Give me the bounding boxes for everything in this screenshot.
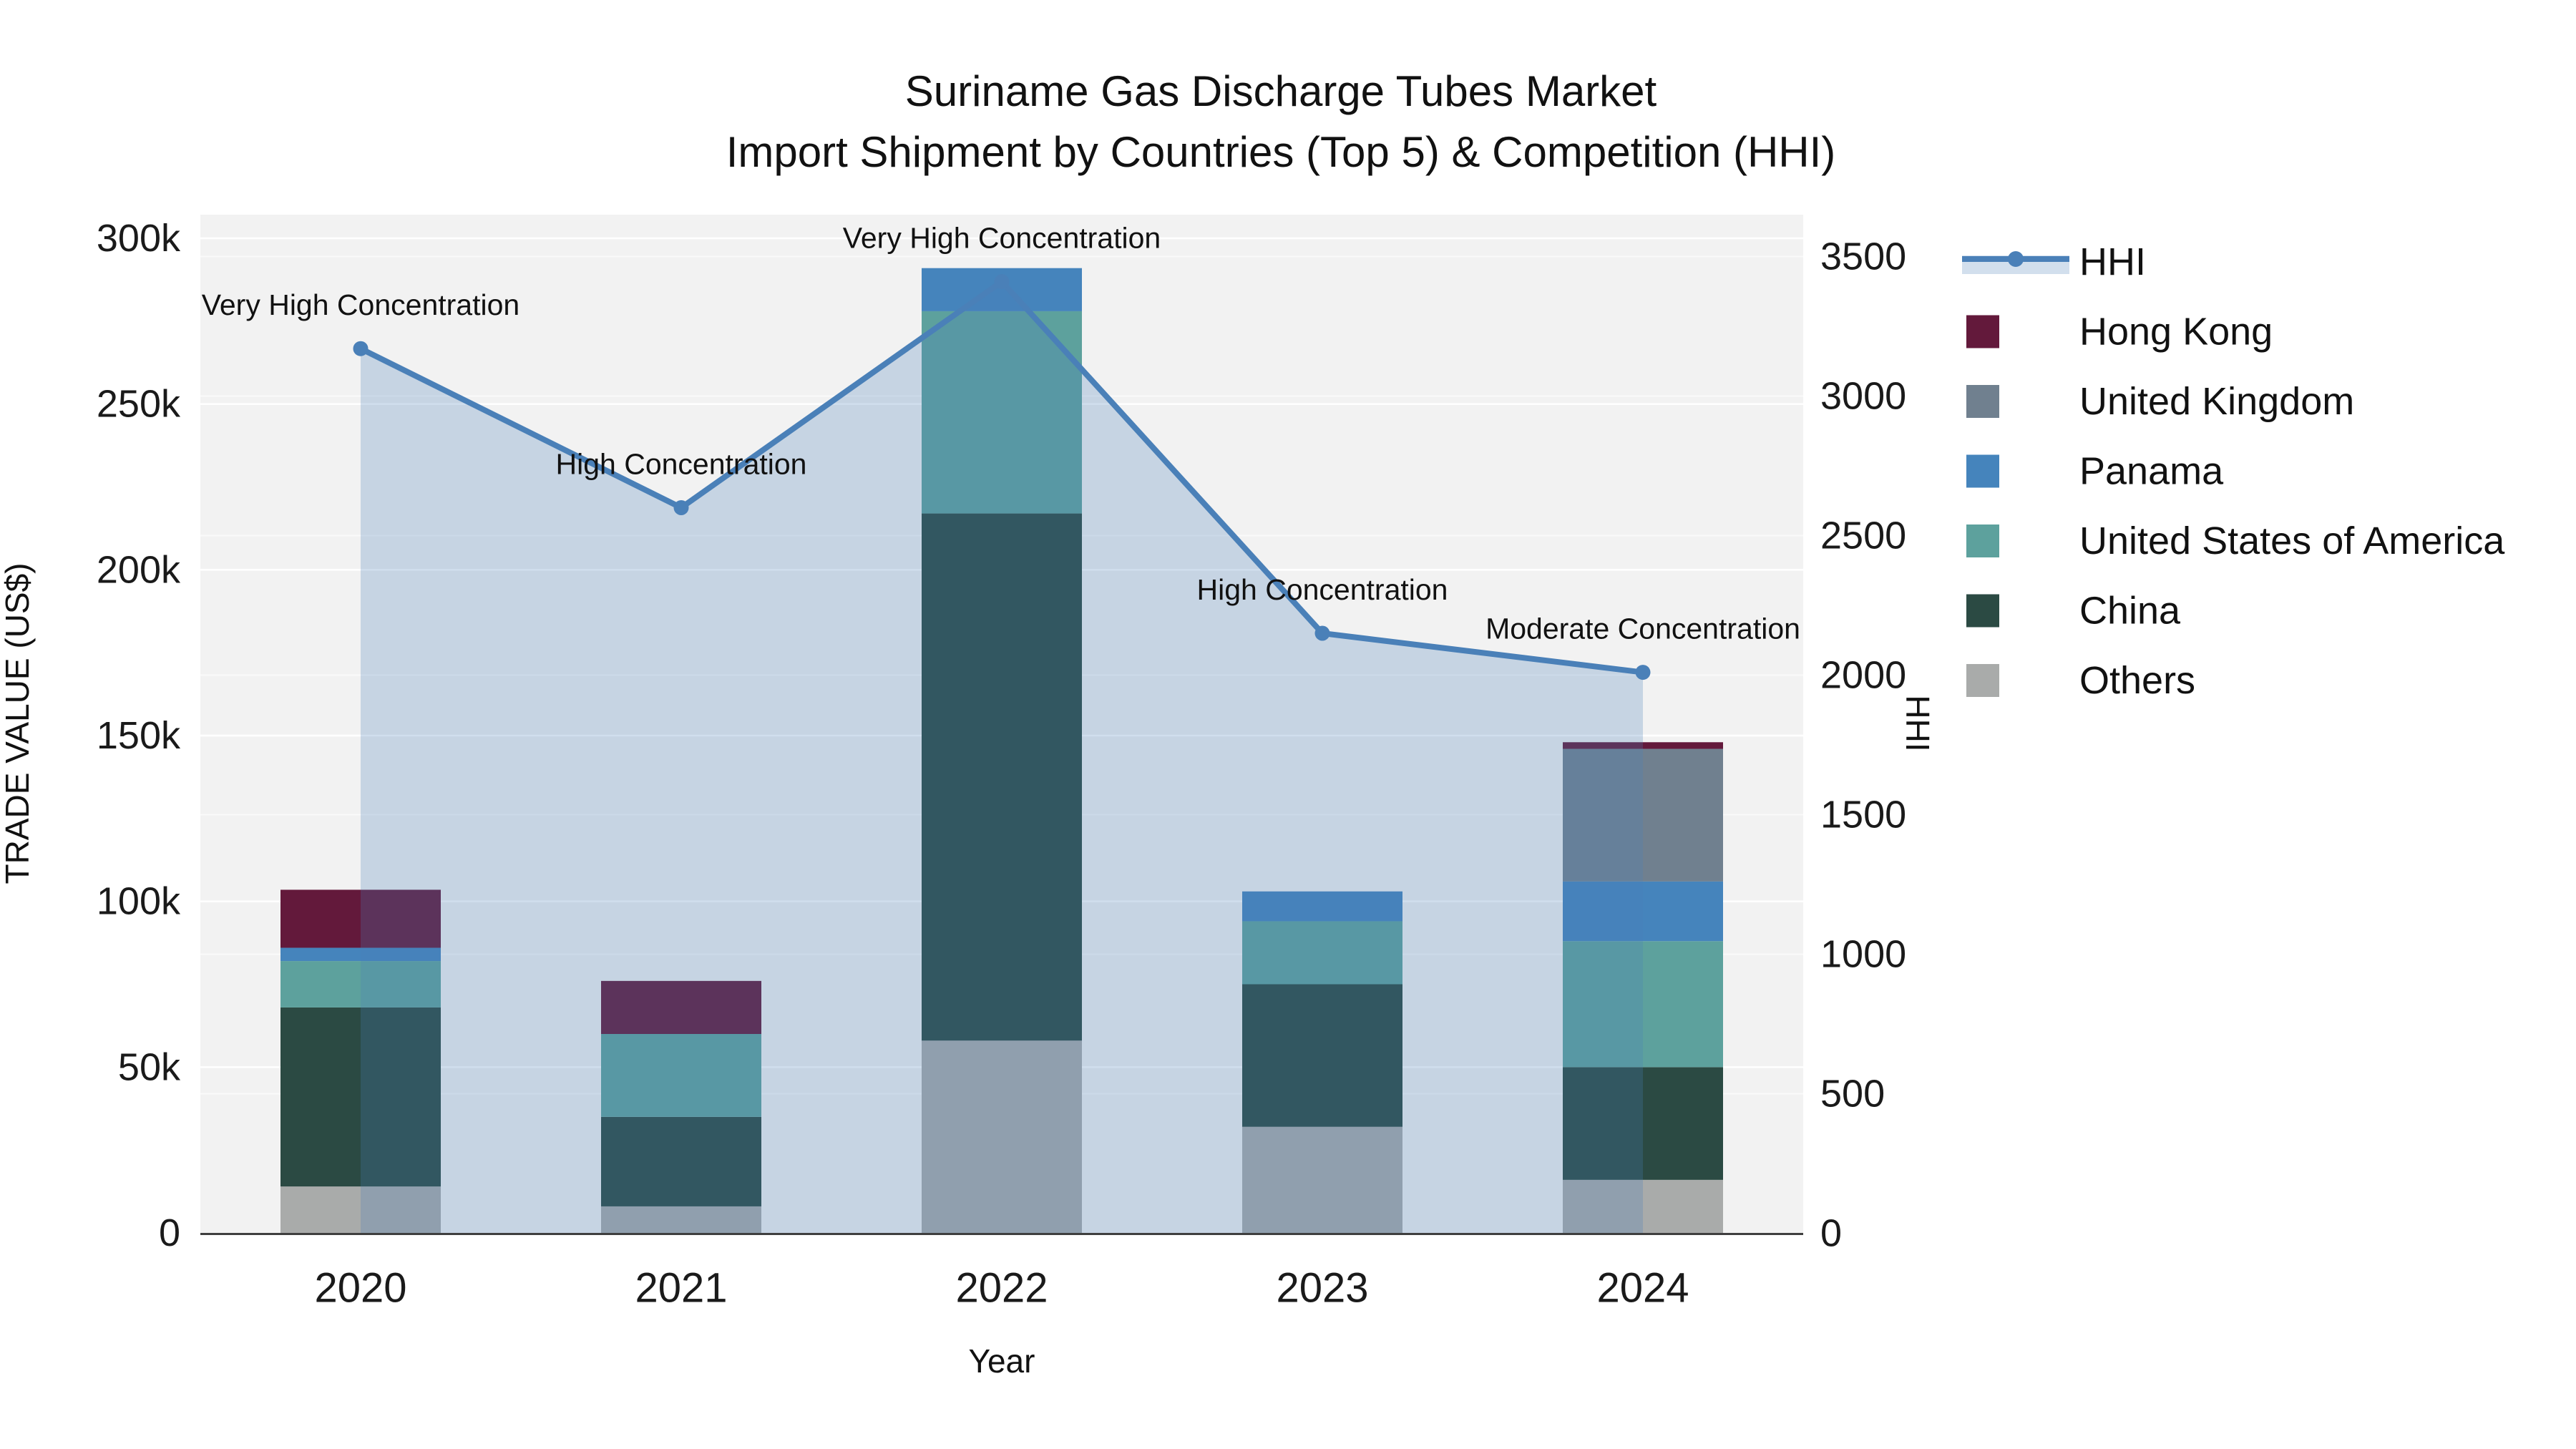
hhi-annotation-2020: Very High Concentration bbox=[202, 288, 519, 321]
legend: HHI Hong Kong United Kingdom Panama United S… bbox=[1962, 240, 2505, 702]
bar-segment-united-states-of-america-2022[interactable] bbox=[922, 311, 1082, 514]
bar-segment-panama-2023[interactable] bbox=[1242, 891, 1402, 922]
y-right-tick-label: 2500 bbox=[1820, 514, 1906, 557]
y-right-tick-label: 3500 bbox=[1820, 235, 1906, 278]
x-tick-label-2021: 2021 bbox=[635, 1265, 727, 1312]
bar-segment-china-2022[interactable] bbox=[922, 513, 1082, 1041]
bar-segment-china-2024[interactable] bbox=[1563, 1067, 1723, 1180]
y-right-tick-label: 0 bbox=[1820, 1212, 1842, 1255]
legend-label: Hong Kong bbox=[2079, 311, 2273, 353]
bar-segment-others-2022[interactable] bbox=[922, 1040, 1082, 1233]
x-tick-label-2022: 2022 bbox=[955, 1265, 1048, 1312]
bar-segment-others-2023[interactable] bbox=[1242, 1126, 1402, 1233]
y-left-tick-label: 200k bbox=[97, 548, 181, 591]
hhi-line-layer bbox=[353, 274, 1651, 680]
bar-segment-others-2024[interactable] bbox=[1563, 1179, 1723, 1233]
legend-swatch bbox=[1966, 664, 1999, 697]
x-axis-title: Year bbox=[969, 1342, 1035, 1380]
chart-title-line2: Import Shipment by Countries (Top 5) & C… bbox=[726, 128, 1836, 176]
bar-segment-panama-2024[interactable] bbox=[1563, 881, 1723, 942]
stacked-bars-layer bbox=[280, 268, 1723, 1233]
hhi-marker-2023[interactable] bbox=[1314, 625, 1330, 641]
legend-swatch bbox=[1966, 594, 1999, 628]
bar-segment-united-states-of-america-2020[interactable] bbox=[280, 961, 441, 1008]
legend-label: United Kingdom bbox=[2079, 380, 2354, 423]
chart-title-line1: Suriname Gas Discharge Tubes Market bbox=[905, 67, 1657, 115]
bar-segment-united-states-of-america-2021[interactable] bbox=[601, 1034, 761, 1117]
legend-label: Panama bbox=[2079, 450, 2224, 493]
bar-segment-china-2023[interactable] bbox=[1242, 984, 1402, 1127]
legend-item-others[interactable]: Others bbox=[1966, 659, 2195, 702]
hhi-marker-2020[interactable] bbox=[353, 341, 369, 356]
hhi-marker-2021[interactable] bbox=[673, 500, 689, 515]
legend-label: United States of America bbox=[2079, 519, 2505, 562]
bar-segment-china-2020[interactable] bbox=[280, 1007, 441, 1187]
legend-item-united-kingdom[interactable]: United Kingdom bbox=[1966, 380, 2354, 423]
hhi-annotation-2023: High Concentration bbox=[1197, 573, 1448, 606]
legend-item-hhi[interactable]: HHI bbox=[1962, 240, 2146, 283]
legend-item-china[interactable]: China bbox=[1966, 590, 2181, 633]
legend-hhi-marker-sample bbox=[2008, 251, 2024, 267]
legend-label: China bbox=[2079, 590, 2181, 633]
hhi-annotation-2021: High Concentration bbox=[556, 448, 807, 481]
y-right-tick-label: 3000 bbox=[1820, 375, 1906, 418]
legend-label: HHI bbox=[2079, 240, 2146, 283]
x-tick-label-2023: 2023 bbox=[1276, 1265, 1368, 1312]
y-left-tick-label: 150k bbox=[97, 714, 181, 757]
legend-item-panama[interactable]: Panama bbox=[1966, 450, 2224, 493]
hhi-area-layer bbox=[361, 281, 1643, 1234]
y-right-tick-label: 2000 bbox=[1820, 654, 1906, 697]
annotation-layer: Very High Concentration High Concentratio… bbox=[202, 222, 1800, 645]
bar-segment-hong-kong-2024[interactable] bbox=[1563, 742, 1723, 749]
y-left-tick-label: 0 bbox=[159, 1211, 180, 1254]
bar-segment-others-2021[interactable] bbox=[601, 1206, 761, 1233]
y-right-tick-label: 500 bbox=[1820, 1073, 1885, 1116]
hhi-area-fill bbox=[361, 281, 1643, 1234]
legend-item-united-states-of-america[interactable]: United States of America bbox=[1966, 519, 2505, 562]
hhi-annotation-2024: Moderate Concentration bbox=[1485, 613, 1800, 645]
y-right-tick-label: 1500 bbox=[1820, 794, 1906, 836]
bar-segment-united-kingdom-2024[interactable] bbox=[1563, 748, 1723, 882]
y-left-tick-label: 50k bbox=[118, 1045, 181, 1088]
x-tick-label-2020: 2020 bbox=[314, 1265, 406, 1312]
bar-segment-united-states-of-america-2024[interactable] bbox=[1563, 941, 1723, 1068]
bar-segment-united-states-of-america-2023[interactable] bbox=[1242, 921, 1402, 985]
y-left-tick-label: 100k bbox=[97, 880, 181, 923]
legend-label: Others bbox=[2079, 659, 2195, 702]
legend-swatch bbox=[1966, 315, 1999, 348]
legend-swatch bbox=[1966, 454, 1999, 488]
bar-segment-others-2020[interactable] bbox=[280, 1186, 441, 1233]
y-left-axis-title: TRADE VALUE (US$) bbox=[0, 562, 36, 884]
legend-item-hong-kong[interactable]: Hong Kong bbox=[1966, 311, 2273, 353]
hhi-marker-2022[interactable] bbox=[994, 274, 1010, 290]
bar-segment-china-2021[interactable] bbox=[601, 1116, 761, 1206]
bar-segment-panama-2020[interactable] bbox=[280, 947, 441, 962]
bar-segment-hong-kong-2020[interactable] bbox=[280, 889, 441, 948]
y-left-tick-label: 250k bbox=[97, 383, 181, 426]
hhi-annotation-2022: Very High Concentration bbox=[843, 222, 1161, 255]
bar-segment-hong-kong-2021[interactable] bbox=[601, 980, 761, 1034]
tick-label-layer: 0 50k 100k 150k 200k 250k 300k 0 500 1000 1500 2000… bbox=[97, 217, 1906, 1312]
y-left-tick-label: 300k bbox=[97, 217, 181, 260]
legend-swatch bbox=[1966, 385, 1999, 418]
x-tick-label-2024: 2024 bbox=[1596, 1265, 1689, 1312]
hhi-marker-2024[interactable] bbox=[1635, 665, 1651, 680]
legend-swatch bbox=[1966, 525, 1999, 557]
y-right-tick-label: 1000 bbox=[1820, 933, 1906, 976]
y-right-axis-title: HHI bbox=[1899, 695, 1936, 751]
